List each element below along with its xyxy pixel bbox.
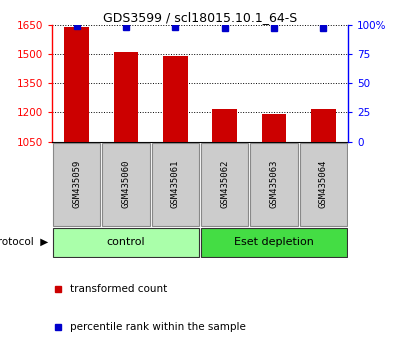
- Text: GSM435063: GSM435063: [270, 160, 278, 208]
- Bar: [212, 109, 237, 142]
- Bar: [300, 143, 347, 226]
- Bar: [262, 114, 286, 142]
- Text: GSM435059: GSM435059: [72, 160, 81, 208]
- Bar: [102, 143, 150, 226]
- Bar: [311, 109, 336, 142]
- Bar: [152, 143, 199, 226]
- Text: transformed count: transformed count: [70, 284, 167, 294]
- Bar: [163, 56, 188, 142]
- Bar: [53, 228, 199, 257]
- Text: control: control: [107, 237, 145, 247]
- Bar: [201, 143, 248, 226]
- Text: GSM435060: GSM435060: [122, 160, 130, 208]
- Bar: [64, 27, 89, 142]
- Bar: [250, 143, 298, 226]
- Text: protocol  ▶: protocol ▶: [0, 238, 48, 247]
- Text: Eset depletion: Eset depletion: [234, 237, 314, 247]
- Text: GSM435062: GSM435062: [220, 160, 229, 208]
- Text: GSM435061: GSM435061: [171, 160, 180, 208]
- Bar: [201, 228, 347, 257]
- Bar: [53, 143, 100, 226]
- Title: GDS3599 / scl18015.10.1_64-S: GDS3599 / scl18015.10.1_64-S: [103, 11, 297, 24]
- Bar: [114, 52, 138, 142]
- Text: percentile rank within the sample: percentile rank within the sample: [70, 322, 246, 332]
- Text: GSM435064: GSM435064: [319, 160, 328, 208]
